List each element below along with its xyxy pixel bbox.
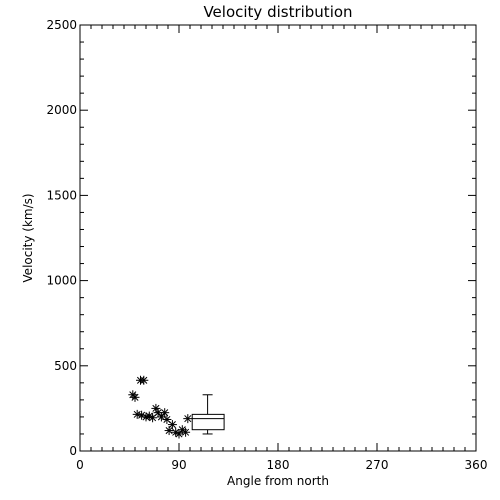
y-tick-label: 0 — [69, 444, 77, 458]
y-tick-label: 1500 — [46, 188, 77, 202]
scatter-point — [162, 414, 172, 424]
scatter-point — [181, 427, 191, 437]
scatter-point — [167, 420, 177, 430]
axis-ticks: 0 90 180 270 360 0 500 1000 1500 2000 2500 — [46, 18, 487, 472]
scatter-point — [130, 392, 140, 402]
y-tick-label: 2000 — [46, 103, 77, 117]
scatter-point — [139, 375, 149, 385]
y-axis-label: Velocity (km/s) — [21, 193, 35, 282]
scatter-point — [160, 408, 170, 418]
x-axis-label: Angle from north — [227, 474, 329, 488]
y-tick-label: 500 — [54, 359, 77, 373]
scatter-point — [148, 413, 158, 423]
chart-title: Velocity distribution — [203, 3, 352, 21]
x-tick-label: 270 — [366, 458, 389, 472]
y-tick-label: 1000 — [46, 274, 77, 288]
box-plot — [191, 394, 225, 435]
scatter-points — [128, 375, 193, 439]
scatter-point — [183, 414, 193, 424]
x-tick-label: 360 — [465, 458, 488, 472]
box-iqr — [191, 413, 225, 431]
plot-frame — [79, 24, 477, 452]
x-tick-label: 90 — [171, 458, 186, 472]
scatter-point — [151, 403, 161, 413]
x-tick-label: 0 — [76, 458, 84, 472]
y-tick-label: 2500 — [46, 18, 77, 32]
x-tick-label: 180 — [267, 458, 290, 472]
